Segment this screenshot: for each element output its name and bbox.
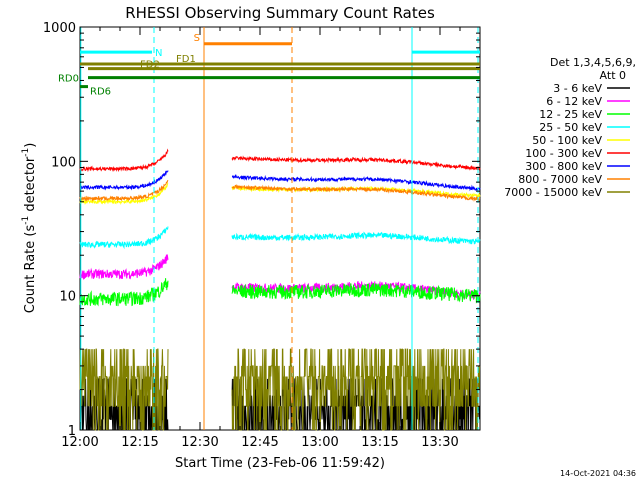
- legend-label-4: 50 - 100 keV: [532, 134, 602, 147]
- flag-label-n: N: [155, 48, 162, 59]
- vertical-markers: [80, 27, 479, 430]
- generation-timestamp: 14-Oct-2021 04:36: [560, 469, 636, 478]
- flag-label-fd1: FD1: [176, 54, 196, 65]
- flag-bars: N S FD1 FD2 RD0 RD6: [58, 33, 480, 98]
- axes: 12:00 12:15 12:30 12:45 13:00 13:15 13:30 1 10 10…: [43, 21, 481, 450]
- legend-label-2: 12 - 25 keV: [539, 108, 602, 121]
- flag-label-rd6: RD6: [90, 87, 111, 98]
- legend-header-1: Det 1,3,4,5,6,9,: [550, 56, 636, 69]
- x-tick-label: 12:30: [181, 435, 218, 450]
- x-tick-label: 13:15: [361, 435, 398, 450]
- series-line-4: [79, 182, 481, 205]
- y-tick-label: 100: [51, 155, 76, 170]
- y-axis-label: Count Rate (s-1 detector-1): [21, 143, 38, 314]
- legend-label-6: 300 - 800 keV: [525, 160, 602, 173]
- chart-title: RHESSI Observing Summary Count Rates: [125, 4, 435, 22]
- legend-label-7: 800 - 7000 keV: [518, 173, 602, 186]
- y-tick-label: 1000: [43, 21, 76, 36]
- flag-label-rd0: RD0: [58, 74, 79, 85]
- series-line-2: [79, 278, 481, 307]
- data-layer: [79, 148, 481, 431]
- series-line-6: [80, 170, 481, 192]
- series-line-1: [79, 254, 481, 301]
- legend-label-0: 3 - 6 keV: [553, 82, 602, 95]
- series-line-3: [79, 226, 481, 250]
- y-tick-label: 10: [59, 290, 76, 305]
- series-line-8: [79, 348, 481, 431]
- series-line-7: [79, 179, 481, 202]
- legend-label-5: 100 - 300 keV: [525, 147, 602, 160]
- legend-header-2: Att 0: [600, 69, 626, 82]
- x-tick-label: 13:30: [421, 435, 458, 450]
- legend-label-1: 6 - 12 keV: [546, 95, 602, 108]
- y-tick-label: 1: [68, 424, 76, 439]
- legend-label-3: 25 - 50 keV: [539, 121, 602, 134]
- x-tick-label: 12:15: [121, 435, 158, 450]
- flag-label-fd2: FD2: [140, 60, 160, 71]
- legend-label-8: 7000 - 15000 keV: [504, 186, 602, 199]
- x-tick-label: 12:45: [241, 435, 278, 450]
- series-line-5: [79, 148, 481, 173]
- x-axis-label: Start Time (23-Feb-06 11:59:42): [175, 456, 385, 471]
- x-tick-label: 12:00: [61, 435, 98, 450]
- flag-label-s: S: [194, 33, 200, 44]
- x-tick-label: 13:00: [301, 435, 338, 450]
